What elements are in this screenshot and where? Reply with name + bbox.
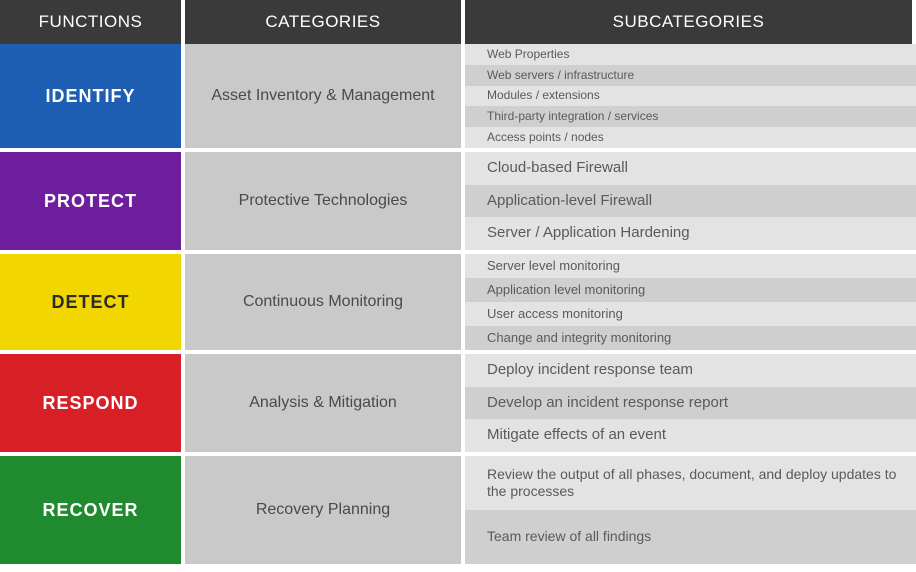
framework-table: FUNCTIONS CATEGORIES SUBCATEGORIES IDENT…: [0, 0, 916, 568]
category-recover: Recovery Planning: [185, 456, 465, 568]
subcategory-item: Team review of all findings: [465, 510, 916, 564]
subcategory-item: Server level monitoring: [465, 254, 916, 278]
function-identify: IDENTIFY: [0, 44, 185, 152]
subcategories-detect: Server level monitoringApplication level…: [465, 254, 916, 354]
subcategories-identify: Web PropertiesWeb servers / infrastructu…: [465, 44, 916, 152]
category-protect: Protective Technologies: [185, 152, 465, 254]
subcategory-item: Review the output of all phases, documen…: [465, 456, 916, 510]
subcategory-item: Third-party integration / services: [465, 106, 916, 127]
function-respond: RESPOND: [0, 354, 185, 456]
subcategory-item: Server / Application Hardening: [465, 217, 916, 250]
subcategory-item: Application level monitoring: [465, 278, 916, 302]
function-protect: PROTECT: [0, 152, 185, 254]
subcategories-recover: Review the output of all phases, documen…: [465, 456, 916, 568]
header-categories: CATEGORIES: [185, 0, 465, 44]
subcategory-item: Web servers / infrastructure: [465, 65, 916, 86]
function-recover: RECOVER: [0, 456, 185, 568]
subcategory-item: Access points / nodes: [465, 127, 916, 148]
subcategory-item: Modules / extensions: [465, 86, 916, 107]
subcategory-item: Change and integrity monitoring: [465, 326, 916, 350]
subcategory-item: Cloud-based Firewall: [465, 152, 916, 185]
subcategory-item: User access monitoring: [465, 302, 916, 326]
category-identify: Asset Inventory & Management: [185, 44, 465, 152]
subcategories-respond: Deploy incident response teamDevelop an …: [465, 354, 916, 456]
category-detect: Continuous Monitoring: [185, 254, 465, 354]
category-respond: Analysis & Mitigation: [185, 354, 465, 456]
subcategories-protect: Cloud-based FirewallApplication-level Fi…: [465, 152, 916, 254]
header-subcategories: SUBCATEGORIES: [465, 0, 916, 44]
function-detect: DETECT: [0, 254, 185, 354]
subcategory-item: Develop an incident response report: [465, 387, 916, 420]
subcategory-item: Web Properties: [465, 44, 916, 65]
subcategory-item: Application-level Firewall: [465, 185, 916, 218]
subcategory-item: Deploy incident response team: [465, 354, 916, 387]
subcategory-item: Mitigate effects of an event: [465, 419, 916, 452]
header-functions: FUNCTIONS: [0, 0, 185, 44]
